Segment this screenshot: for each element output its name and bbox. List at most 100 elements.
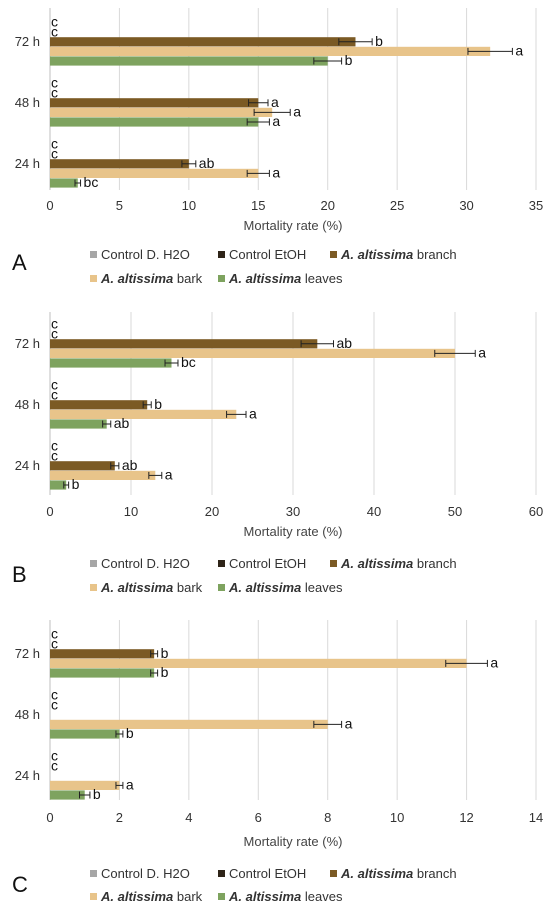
- legend-label-part: Control D. H2O: [101, 556, 190, 571]
- legend-swatch-branch: [330, 251, 337, 258]
- bar-branch: [50, 461, 115, 471]
- significance-label: c: [51, 377, 58, 393]
- significance-label: c: [51, 84, 58, 100]
- legend-swatch-leaves: [218, 584, 225, 591]
- panel-letter: C: [12, 872, 28, 897]
- significance-label: b: [161, 645, 169, 661]
- legend-label-part: Control EtOH: [229, 556, 306, 571]
- significance-label: b: [72, 476, 80, 492]
- legend-label-part: A. altissima: [340, 247, 413, 262]
- significance-label: a: [478, 345, 486, 361]
- bar-bark: [50, 780, 120, 790]
- significance-label: c: [51, 687, 58, 703]
- significance-label: c: [51, 14, 58, 30]
- significance-label: a: [272, 165, 280, 181]
- legend-swatch-leaves: [218, 893, 225, 900]
- legend-swatch-branch: [330, 560, 337, 567]
- x-tick-label: 14: [529, 810, 543, 825]
- significance-label: c: [51, 635, 58, 651]
- legend-label-part: branch: [413, 247, 456, 262]
- significance-label: c: [51, 23, 58, 39]
- significance-label: bc: [181, 354, 196, 370]
- x-tick-label: 25: [390, 198, 404, 213]
- bar-leaves: [50, 56, 328, 66]
- legend-label-leaves: A. altissima leaves: [228, 580, 343, 595]
- significance-label: b: [154, 396, 162, 412]
- legend-label-control_h2o: Control D. H2O: [101, 556, 190, 571]
- legend-label-part: Control D. H2O: [101, 247, 190, 262]
- x-tick-label: 0: [46, 504, 53, 519]
- significance-label: a: [293, 104, 301, 120]
- legend-label-part: bark: [173, 580, 202, 595]
- significance-label: ab: [114, 415, 130, 431]
- significance-label: b: [375, 33, 383, 49]
- y-category-label: 48 h: [15, 95, 40, 110]
- x-tick-label: 10: [124, 504, 138, 519]
- significance-label: a: [345, 716, 353, 732]
- significance-label: ab: [199, 155, 215, 171]
- legend-label-part: Control EtOH: [229, 866, 306, 881]
- significance-label: c: [51, 696, 58, 712]
- legend-swatch-bark: [90, 584, 97, 591]
- legend-label-part: Control EtOH: [229, 247, 306, 262]
- significance-label: c: [51, 316, 58, 332]
- legend-label-part: A. altissima: [100, 271, 173, 286]
- legend-label-control_etoh: Control EtOH: [229, 247, 306, 262]
- x-tick-label: 30: [459, 198, 473, 213]
- legend-label-bark: A. altissima bark: [100, 580, 203, 595]
- significance-label: b: [161, 664, 169, 680]
- legend-swatch-leaves: [218, 275, 225, 282]
- bar-bark: [50, 719, 328, 729]
- y-category-label: 48 h: [15, 707, 40, 722]
- significance-label: a: [271, 94, 279, 110]
- legend-swatch-control_h2o: [90, 560, 97, 567]
- legend-label-part: leaves: [301, 889, 343, 904]
- legend-label-part: Control D. H2O: [101, 866, 190, 881]
- x-tick-label: 15: [251, 198, 265, 213]
- significance-label: c: [51, 386, 58, 402]
- legend-label-part: A. altissima: [228, 271, 301, 286]
- legend-label-part: leaves: [301, 580, 343, 595]
- bar-bark: [50, 168, 259, 178]
- significance-label: a: [272, 113, 280, 129]
- legend-swatch-branch: [330, 870, 337, 877]
- y-category-label: 48 h: [15, 397, 40, 412]
- bar-branch: [50, 339, 318, 349]
- bar-bark: [50, 107, 273, 117]
- bar-branch: [50, 649, 155, 659]
- legend-swatch-bark: [90, 893, 97, 900]
- panel-letter: B: [12, 562, 27, 587]
- x-tick-label: 35: [529, 198, 543, 213]
- significance-label: a: [165, 467, 173, 483]
- x-tick-label: 5: [116, 198, 123, 213]
- y-category-label: 24 h: [15, 768, 40, 783]
- bar-leaves: [50, 178, 78, 188]
- bar-leaves: [50, 358, 172, 368]
- legend-swatch-control_etoh: [218, 560, 225, 567]
- bar-leaves: [50, 480, 67, 490]
- legend-swatch-control_h2o: [90, 251, 97, 258]
- significance-label: c: [51, 626, 58, 642]
- significance-label: b: [93, 786, 101, 802]
- legend-label-leaves: A. altissima leaves: [228, 271, 343, 286]
- legend-swatch-control_h2o: [90, 870, 97, 877]
- significance-label: a: [490, 655, 498, 671]
- x-tick-label: 50: [448, 504, 462, 519]
- x-tick-label: 20: [205, 504, 219, 519]
- significance-label: c: [51, 757, 58, 773]
- bar-leaves: [50, 117, 259, 127]
- significance-label: a: [126, 777, 134, 793]
- y-category-label: 72 h: [15, 646, 40, 661]
- significance-label: c: [51, 438, 58, 454]
- panel-letter: A: [12, 250, 27, 275]
- significance-label: c: [51, 447, 58, 463]
- significance-label: b: [126, 725, 134, 741]
- legend-label-control_h2o: Control D. H2O: [101, 247, 190, 262]
- x-tick-label: 0: [46, 198, 53, 213]
- legend-label-branch: A. altissima branch: [340, 866, 457, 881]
- bar-bark: [50, 658, 467, 668]
- significance-label: ab: [122, 457, 138, 473]
- legend: Control D. H2O Control EtOH A. altissima b…: [90, 556, 457, 595]
